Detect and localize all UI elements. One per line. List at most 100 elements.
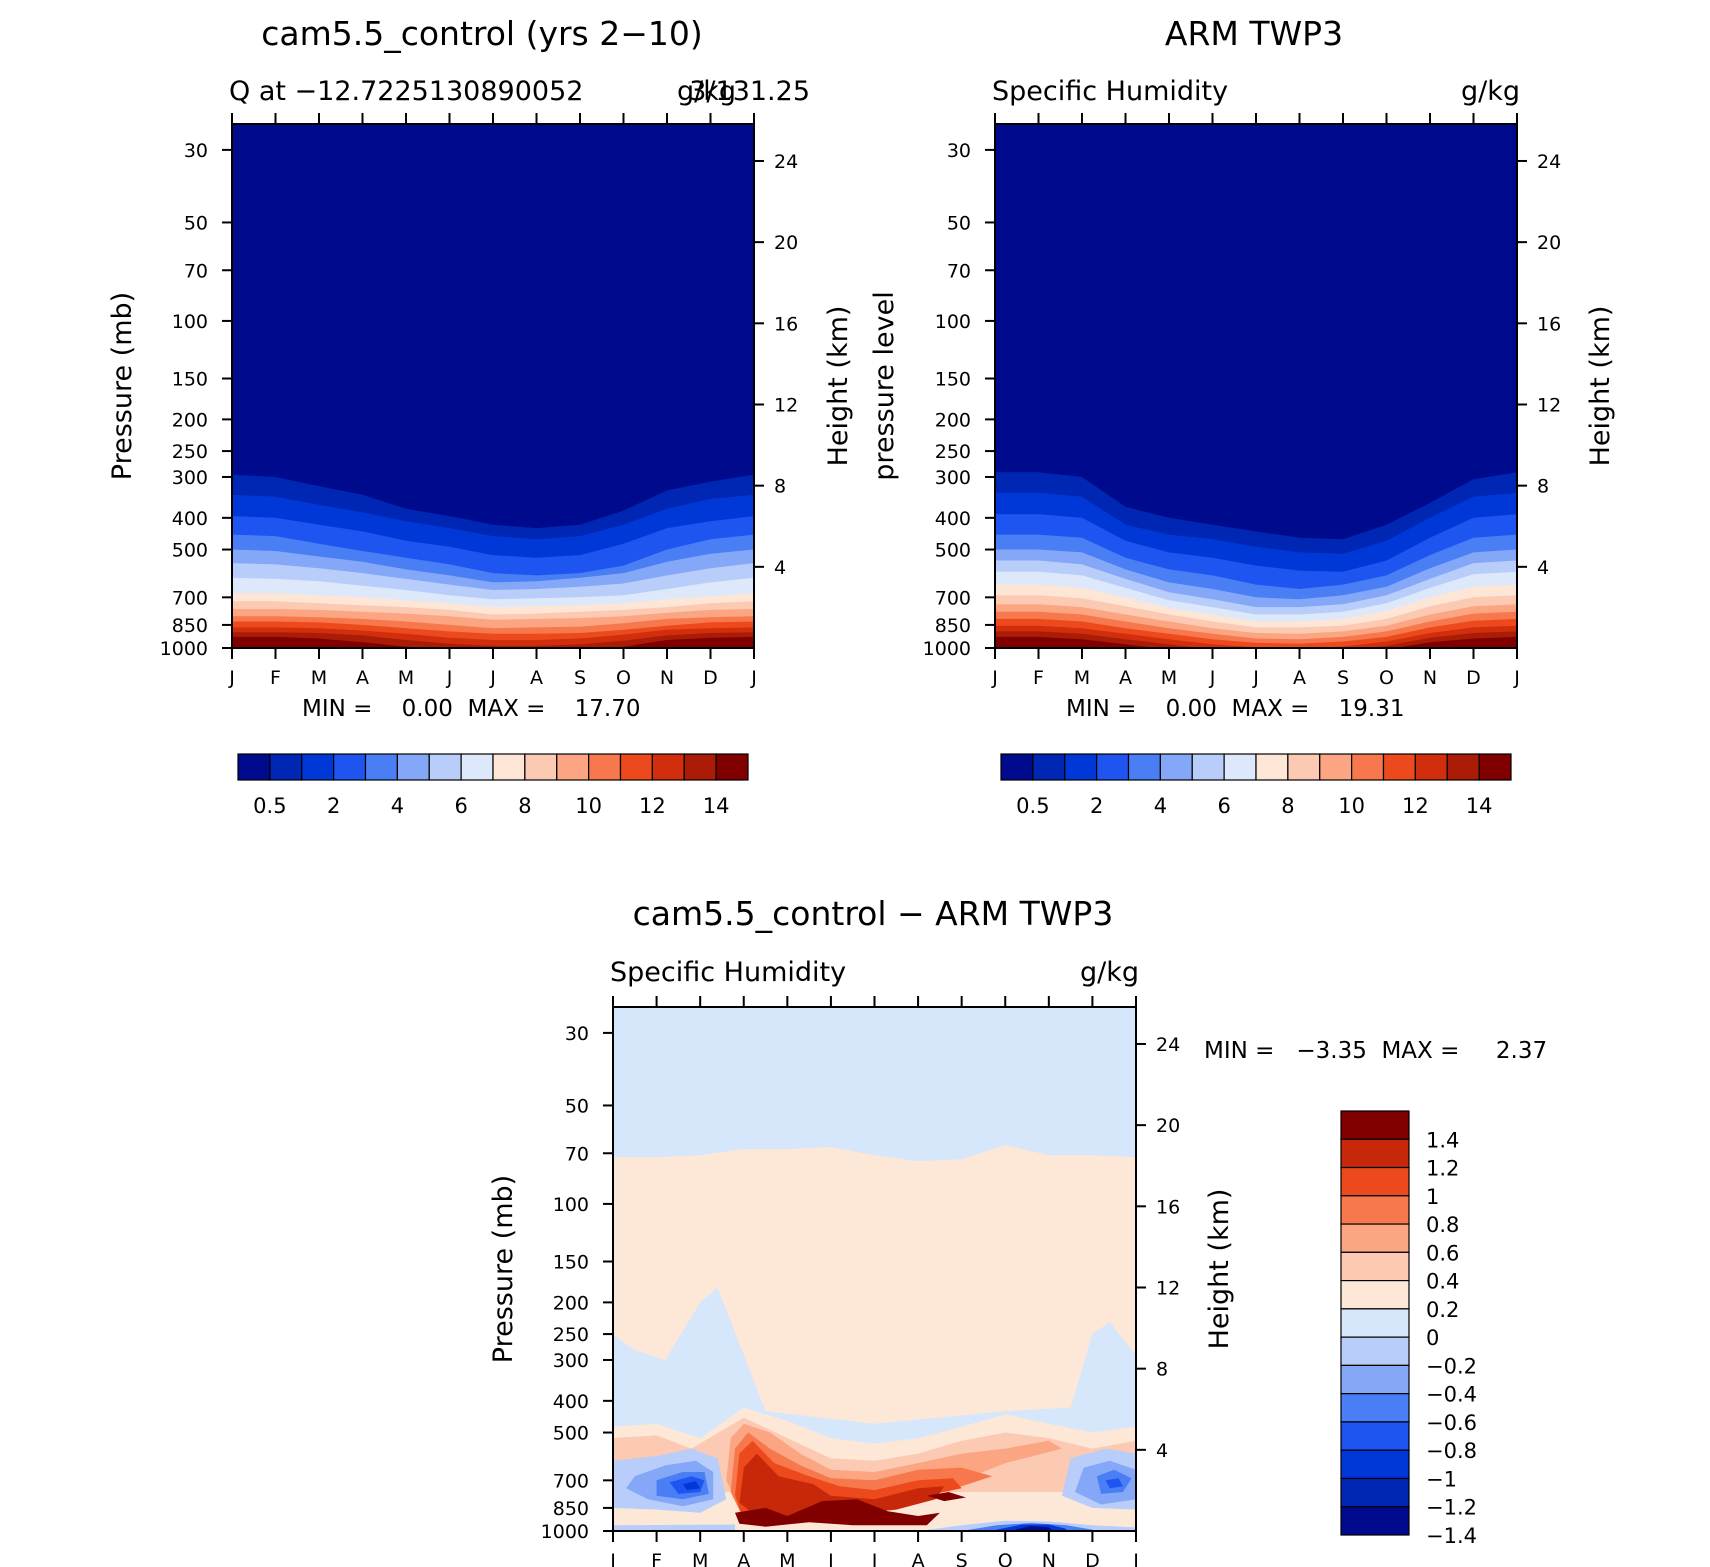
panel-b-subtitle-right: g/kg xyxy=(1461,76,1520,107)
panel-b-month-label: A xyxy=(1293,667,1306,689)
panel-b-contours xyxy=(995,124,1517,648)
panel-c-subtitle-left: Specific Humidity xyxy=(610,957,846,988)
panel-b-colorbar-label: 10 xyxy=(1338,794,1365,818)
panel-a-colorbar-swatch xyxy=(269,753,303,781)
panel-a-htick-label: 20 xyxy=(774,232,798,254)
panel-c-ptick-label: 250 xyxy=(553,1324,589,1346)
panel-control: cam5.5_control (yrs 2−10) Q at −12.72251… xyxy=(107,14,854,818)
panel-b-ptick-label: 300 xyxy=(935,467,971,489)
panel-a-month-label: J xyxy=(228,667,235,689)
panel-b-colorbar-swatch xyxy=(1159,753,1193,781)
panel-c-colorbar-label: 0.2 xyxy=(1426,1298,1459,1322)
panel-a-ptick-label: 300 xyxy=(172,467,208,489)
panel-c-band-0-0.2 xyxy=(613,1144,1136,1424)
panel-c-colorbar-label: 1.2 xyxy=(1426,1157,1459,1181)
panel-a-colorbar-swatch xyxy=(524,753,558,781)
panel-a-colorbar-swatch xyxy=(683,753,717,781)
panel-c-month-label: J xyxy=(827,1550,834,1567)
panel-c-month-label: J xyxy=(1132,1550,1139,1567)
panel-c-colorbar-swatch xyxy=(1340,1166,1410,1197)
panel-c-htick-label: 8 xyxy=(1156,1359,1168,1381)
panel-b-ptick-label: 500 xyxy=(935,540,971,562)
panel-a-colorbar-label: 10 xyxy=(575,794,602,818)
panel-b-colorbar-swatch xyxy=(1255,753,1289,781)
panel-c-ptick-label: 850 xyxy=(553,1498,589,1520)
panel-a-colorbar-swatch xyxy=(364,753,398,781)
panel-b-month-label: J xyxy=(1513,667,1520,689)
panel-a-band-14 xyxy=(232,636,754,648)
panel-b-month-label: O xyxy=(1379,667,1394,689)
panel-a-minmax: MIN = 0.00 MAX = 17.70 xyxy=(302,696,641,722)
panel-c-ptick-label: 30 xyxy=(565,1023,589,1045)
panel-b-colorbar-label: 6 xyxy=(1217,794,1230,818)
panel-a-month-label: D xyxy=(703,667,718,689)
panel-a-ptick-label: 400 xyxy=(172,508,208,530)
panel-a-month-label: J xyxy=(446,667,453,689)
panel-c-colorbar-label: −0.8 xyxy=(1426,1439,1477,1463)
panel-a-colorbar-label: 14 xyxy=(703,794,730,818)
panel-c-subtitle-right: g/kg xyxy=(1080,957,1139,988)
panel-b-htick-label: 20 xyxy=(1537,232,1561,254)
panel-a-ptick-label: 70 xyxy=(184,260,208,282)
panel-b-colorbar-swatch xyxy=(1032,753,1066,781)
panel-b-htick-label: 16 xyxy=(1537,313,1561,335)
panel-c-colorbar-swatch xyxy=(1340,1110,1410,1140)
panel-b-colorbar-swatch xyxy=(1319,753,1353,781)
panel-b-colorbar-label: 8 xyxy=(1281,794,1294,818)
panel-b-ptick-label: 1000 xyxy=(923,638,971,660)
panel-c-colorbar-swatch xyxy=(1340,1421,1410,1451)
panel-b-colorbar: 0.5 2 4 6 8 10 12 14 xyxy=(1000,753,1512,818)
panel-a-ylabel-right: Height (km) xyxy=(823,306,854,467)
panel-a-colorbar-swatch xyxy=(588,753,622,781)
panel-c-band-sfc-neg-left xyxy=(613,1524,735,1531)
panel-b-minmax: MIN = 0.00 MAX = 19.31 xyxy=(1066,696,1405,722)
panel-a-colorbar-label: 6 xyxy=(454,794,467,818)
panel-b-htick-label: 12 xyxy=(1537,394,1561,416)
panel-b-month-label: D xyxy=(1466,667,1481,689)
panel-a-ptick-label: 850 xyxy=(172,615,208,637)
panel-b-colorbar-swatch xyxy=(1096,753,1130,781)
panel-b-month-label: J xyxy=(991,667,998,689)
panel-c-colorbar-swatch xyxy=(1340,1195,1410,1225)
panel-c-colorbar-swatch xyxy=(1340,1138,1410,1169)
panel-c-colorbar-label: −1 xyxy=(1426,1467,1457,1491)
panel-c-colorbar-swatch xyxy=(1340,1393,1410,1423)
panel-a-colorbar-swatch xyxy=(460,753,494,781)
panel-b-ptick-label: 700 xyxy=(935,587,971,609)
panel-a-htick-label: 16 xyxy=(774,313,798,335)
panel-c-colorbar-swatch xyxy=(1340,1364,1410,1395)
panel-c-colorbar: 1.4 1.2 1 0.8 0.6 0.4 0.2 0 −0.2 −0.4 −0.6 −0.8 −1 −1… xyxy=(1340,1110,1477,1548)
panel-c-colorbar-label: −1.2 xyxy=(1426,1496,1477,1520)
panel-c-colorbar-swatch xyxy=(1340,1506,1410,1536)
panel-c-colorbar-swatch xyxy=(1340,1279,1410,1310)
panel-a-subtitle-right: 3/131.25 xyxy=(689,76,810,107)
panel-c-colorbar-swatch xyxy=(1340,1223,1410,1253)
panel-a-month-label: M xyxy=(311,667,327,689)
panel-c-month-label: O xyxy=(998,1550,1013,1567)
panel-c-ptick-label: 300 xyxy=(553,1350,589,1372)
panel-c-band-neg-0.8-r xyxy=(1105,1478,1123,1489)
panel-a-ylabel-left: Pressure (mb) xyxy=(107,292,138,480)
panel-c-ptick-label: 100 xyxy=(553,1194,589,1216)
panel-a-ptick-label: 200 xyxy=(172,409,208,431)
panel-b-month-label: J xyxy=(1209,667,1216,689)
panel-a-htick-label: 12 xyxy=(774,394,798,416)
panel-a-month-label: M xyxy=(398,667,414,689)
panel-c-ptick-label: 50 xyxy=(565,1095,589,1117)
panel-a-colorbar-swatch xyxy=(237,753,271,781)
panel-b-ptick-label: 30 xyxy=(947,140,971,162)
panel-b-ptick-label: 250 xyxy=(935,441,971,463)
panel-b-colorbar-swatch xyxy=(1191,753,1225,781)
panel-a-colorbar-label: 12 xyxy=(639,794,666,818)
panel-b-ptick-label: 100 xyxy=(935,311,971,333)
panel-b-colorbar-label: 14 xyxy=(1466,794,1493,818)
panel-b-band-13 xyxy=(995,631,1517,648)
panel-b-colorbar-swatch xyxy=(1064,753,1098,781)
panel-c-ptick-label: 200 xyxy=(553,1292,589,1314)
panel-b-ylabel-right: Height (km) xyxy=(1585,306,1616,467)
panel-a-htick-label: 8 xyxy=(774,476,786,498)
panel-c-band-sfc-min xyxy=(1009,1525,1053,1531)
panel-c-band-max xyxy=(735,1499,940,1527)
